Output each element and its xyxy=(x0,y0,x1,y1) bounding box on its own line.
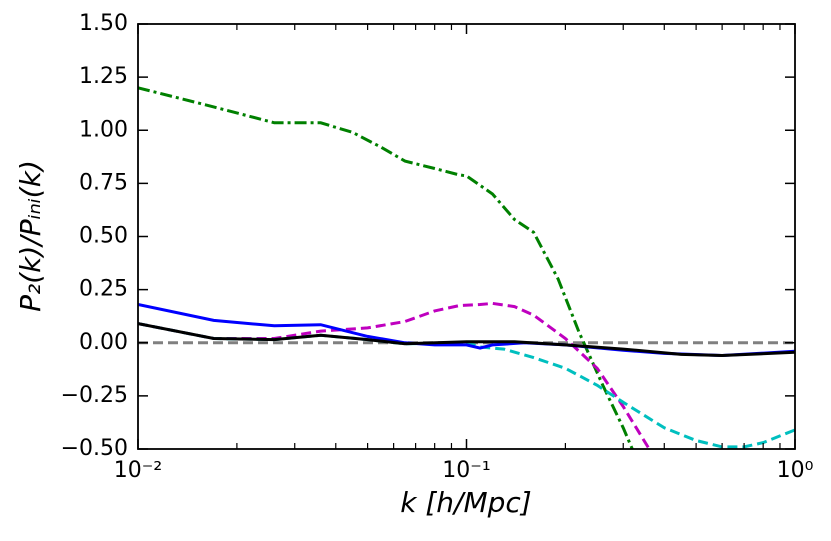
x-tick-label: 10⁰ xyxy=(777,458,814,483)
y-tick-label: 1.25 xyxy=(79,64,128,89)
series-line xyxy=(138,322,795,358)
series-line xyxy=(138,301,652,449)
plot-frame xyxy=(137,23,796,450)
x-axis-label: k [h/Mpc] xyxy=(400,486,531,519)
y-tick-label: 1.00 xyxy=(79,117,128,142)
y-tick-label: 0.25 xyxy=(79,277,128,302)
y-tick-label: 0.00 xyxy=(79,330,128,355)
y-tick-label: 0.75 xyxy=(79,170,128,195)
x-tick-label: 10⁻² xyxy=(114,458,162,483)
y-tick-label: 0.50 xyxy=(79,224,128,249)
y-tick-label: −0.50 xyxy=(61,436,128,461)
y-axis-label: P₂(k)/Pᵢₙᵢ(k) xyxy=(14,160,47,312)
series-line xyxy=(138,86,634,449)
y-tick-label: 1.50 xyxy=(79,11,128,36)
x-tick-label: 10⁻¹ xyxy=(442,458,490,483)
plot-area xyxy=(138,86,795,449)
series-line xyxy=(138,303,795,358)
y-tick-label: −0.25 xyxy=(61,383,128,408)
